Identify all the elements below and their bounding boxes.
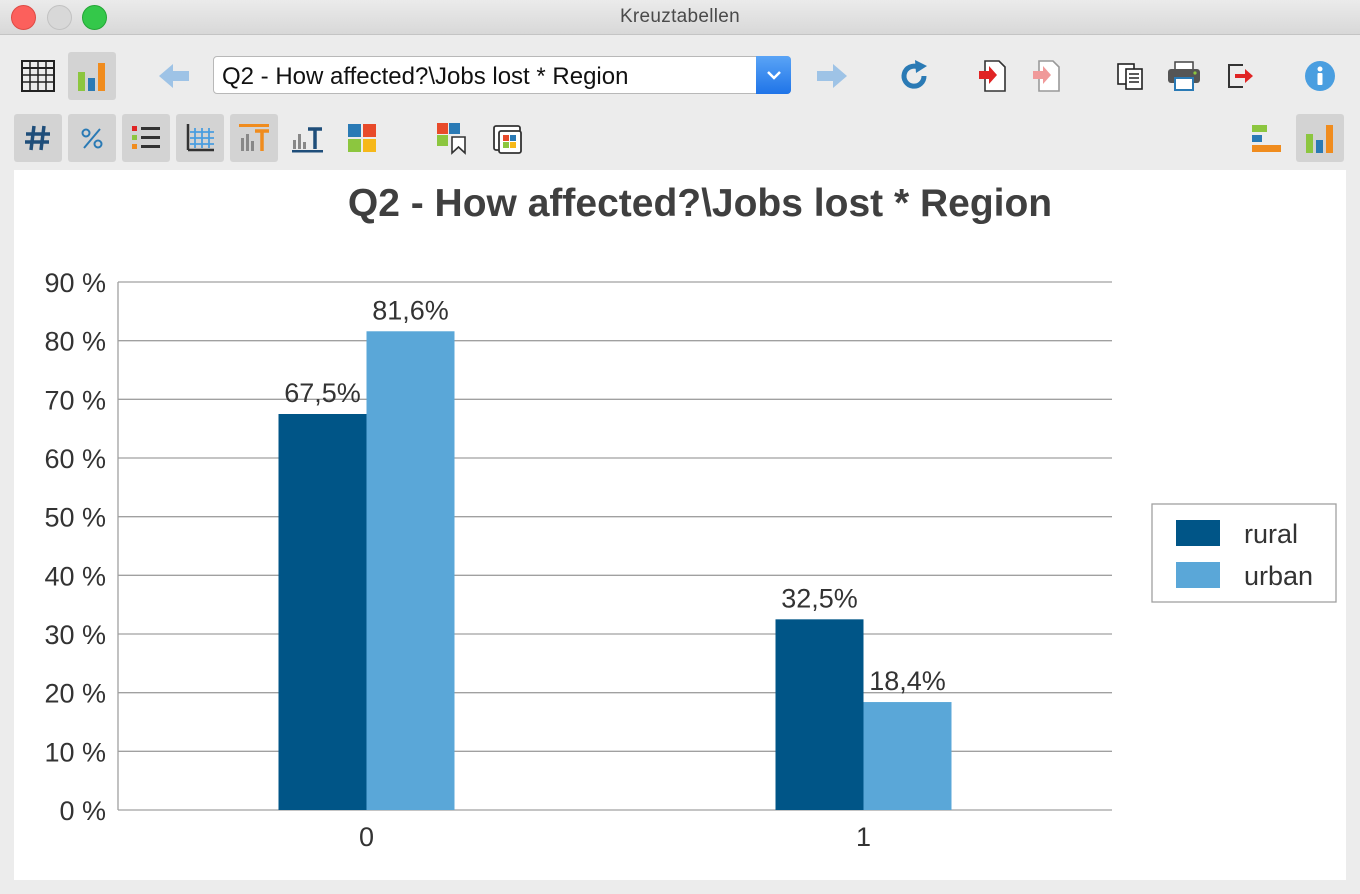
export-icon <box>979 60 1006 92</box>
print-button[interactable] <box>1160 52 1208 100</box>
label-top-icon <box>239 124 269 151</box>
bookmark-colors-icon <box>437 123 466 155</box>
export-button[interactable] <box>968 52 1016 100</box>
rows-button[interactable] <box>122 114 170 162</box>
legend-swatch-rural <box>1176 520 1220 546</box>
horizontal-bars-button[interactable] <box>1242 114 1290 162</box>
export-alt-icon <box>1033 60 1060 92</box>
window-icon <box>493 125 522 154</box>
info-icon <box>1305 61 1335 91</box>
chart-toolbar <box>0 108 1360 168</box>
table-selector-dropdown[interactable]: Q2 - How affected?\Jobs lost * Region <box>213 56 791 94</box>
bar-chart: 0 % 10 % 20 % 30 % 40 % 50 % 60 % 70 % 80 % 90 % 6… <box>44 268 1337 852</box>
bar-urban-1 <box>863 702 952 810</box>
legend-swatch-urban <box>1176 562 1220 588</box>
copy-button[interactable] <box>1106 52 1154 100</box>
y-tick-label: 50 % <box>44 503 106 533</box>
y-tick-label: 90 % <box>44 268 106 298</box>
bar-rural-0 <box>278 414 367 810</box>
table-view-button[interactable] <box>14 52 62 100</box>
x-tick-label: 1 <box>856 822 871 852</box>
y-tick-label: 20 % <box>44 679 106 709</box>
refresh-button[interactable] <box>890 52 938 100</box>
hash-icon <box>25 125 50 151</box>
grid-button[interactable] <box>176 114 224 162</box>
table-selector-value: Q2 - How affected?\Jobs lost * Region <box>222 63 629 90</box>
y-tick-label: 30 % <box>44 620 106 650</box>
bar-chart-icon <box>78 63 105 91</box>
data-label: 67,5% <box>284 378 361 408</box>
color-palette-icon <box>348 124 376 152</box>
vertical-bars-icon <box>1306 125 1333 153</box>
bar-label-icon <box>292 127 323 153</box>
chevron-down-icon[interactable] <box>756 56 791 94</box>
horizontal-bars-icon <box>1252 125 1281 152</box>
exit-icon <box>1228 64 1253 88</box>
legend-label: urban <box>1244 561 1313 591</box>
chart-title: Q2 - How affected?\Jobs lost * Region <box>347 182 1053 225</box>
x-tick-label: 0 <box>359 822 374 852</box>
window-title: Kreuztabellen <box>619 6 741 27</box>
legend-label: rural <box>1244 519 1298 549</box>
exit-button[interactable] <box>1216 52 1264 100</box>
copy-icon <box>1117 63 1143 90</box>
labels-top-button[interactable] <box>230 114 278 162</box>
vertical-bars-button[interactable] <box>1296 114 1344 162</box>
list-rows-icon <box>132 126 160 149</box>
close-window-button[interactable] <box>11 5 36 30</box>
window-button[interactable] <box>484 114 532 162</box>
back-button[interactable] <box>150 52 198 100</box>
bar-urban-0 <box>366 331 455 810</box>
bar-labels-button[interactable] <box>284 114 332 162</box>
bookmark-colors-button[interactable] <box>428 114 476 162</box>
y-tick-label: 0 % <box>59 796 106 826</box>
forward-button[interactable] <box>808 52 856 100</box>
title-bar: Kreuztabellen <box>0 0 1360 35</box>
table-icon <box>21 60 55 92</box>
y-tick-label: 40 % <box>44 561 106 591</box>
arrow-left-icon <box>159 64 189 88</box>
arrow-right-icon <box>817 64 847 88</box>
minimize-window-button[interactable] <box>47 5 72 30</box>
chart-view-button[interactable] <box>68 52 116 100</box>
export-alt-button[interactable] <box>1022 52 1070 100</box>
zoom-window-button[interactable] <box>82 5 107 30</box>
bar-rural-1 <box>775 619 864 810</box>
y-tick-label: 60 % <box>44 444 106 474</box>
colors-button[interactable] <box>338 114 386 162</box>
printer-icon <box>1168 61 1200 91</box>
percent-icon <box>81 128 103 149</box>
percent-button[interactable] <box>68 114 116 162</box>
chart-panel: Q2 - How affected?\Jobs lost * Region 0 … <box>14 170 1346 880</box>
absolute-values-button[interactable] <box>14 114 62 162</box>
data-label: 81,6% <box>372 295 449 325</box>
y-tick-label: 70 % <box>44 385 106 415</box>
grid-icon <box>186 124 214 152</box>
y-tick-label: 80 % <box>44 327 106 357</box>
refresh-icon <box>901 60 927 89</box>
main-toolbar: Q2 - How affected?\Jobs lost * Region <box>0 34 1360 108</box>
y-tick-label: 10 % <box>44 737 106 767</box>
data-label: 18,4% <box>869 666 946 696</box>
data-label: 32,5% <box>781 583 858 613</box>
info-button[interactable] <box>1296 52 1344 100</box>
